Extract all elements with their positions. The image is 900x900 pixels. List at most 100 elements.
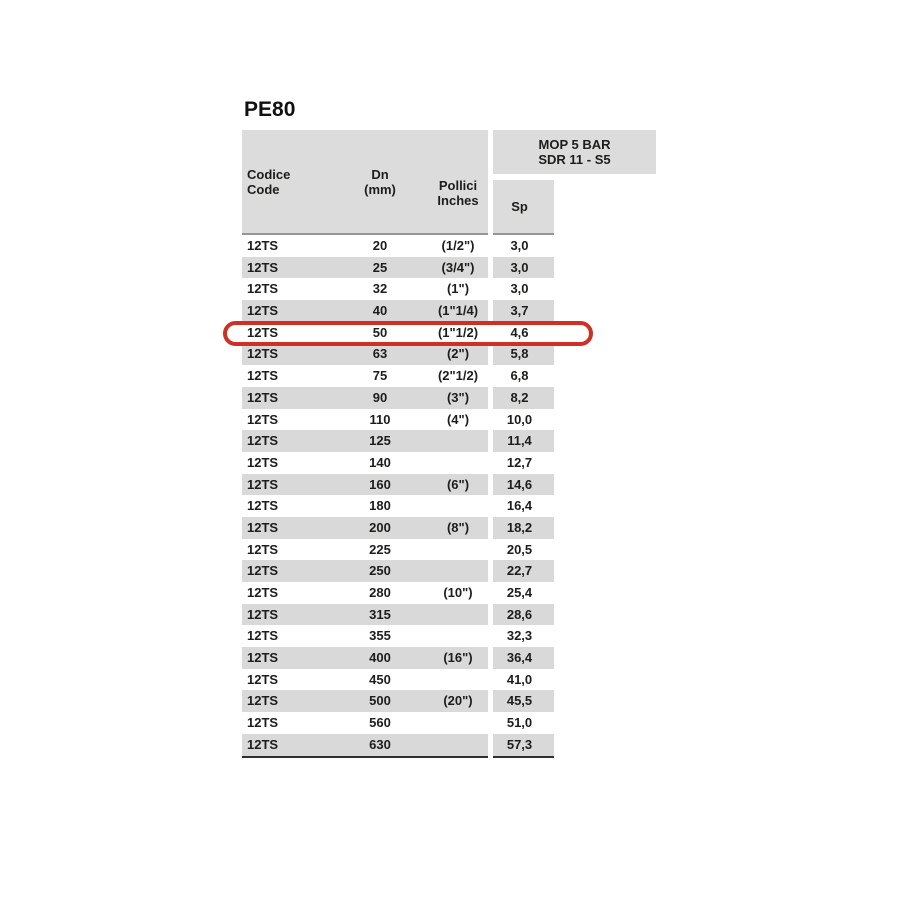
cell-code: 12TS [247,498,279,514]
cell-sp: 20,5 [506,541,533,557]
cell-dn: 560 [369,715,391,731]
cell-inches [428,625,488,647]
cell-inches [428,430,488,452]
cell-code: 12TS [247,346,279,362]
cell-sp: 5,8 [493,343,554,366]
table-row-highlighted: 12TS 50 (1"1/2) 4,6 [242,322,559,344]
cell-dn: 40 [372,303,388,319]
header-mop-line1: MOP 5 BAR [538,137,611,152]
row-left-group: 12TS 63 (2") [242,343,488,366]
table-row: 12TS 90 (3") 8,2 [242,386,559,409]
cell-code: 12TS [247,671,279,687]
row-left-group: 12TS 450 [242,669,488,691]
cell-sp: 25,4 [506,585,533,600]
cell-inches [428,669,488,691]
cell-dn: 500 [369,693,391,709]
cell-sp: 8,2 [493,386,554,409]
cell-code: 12TS [247,585,279,600]
column-header-inches: Pollici Inches [428,130,488,233]
row-left-group: 12TS 75 (2"1/2) [242,365,488,387]
cell-code: 12TS [247,563,279,579]
cell-code: 12TS [247,238,279,253]
cell-code: 12TS [247,693,279,709]
row-left-group: 12TS 110 (4") [242,409,488,431]
cell-dn: 75 [372,368,388,384]
table-row: 12TS 125 11,4 [242,430,559,452]
table-row: 12TS 500 (20") 45,5 [242,690,559,713]
cell-code: 12TS [247,259,279,275]
cell-sp: 36,4 [493,647,554,669]
cell-code: 12TS [247,736,279,752]
cell-code: 12TS [247,715,279,731]
cell-dn: 160 [369,476,391,492]
cell-dn: 400 [369,650,391,666]
cell-code: 12TS [247,281,279,297]
table-row: 12TS 450 41,0 [242,669,559,691]
cell-inches: (1"1/4) [437,303,479,319]
cell-sp: 14,6 [493,473,554,496]
table-row: 12TS 250 22,7 [242,560,559,582]
cell-inches: (3") [446,389,470,405]
cell-sp: 3,0 [510,238,529,253]
cell-sp: 11,4 [493,430,554,452]
cell-code: 12TS [247,519,279,535]
row-left-group: 12TS 225 [242,539,488,561]
table-row: 12TS 63 (2") 5,8 [242,343,559,366]
table-header-left: Codice Code Dn (mm) Pollici Inches [242,130,488,235]
table-row: 12TS 32 (1") 3,0 [242,278,559,300]
cell-sp: 28,6 [493,603,554,626]
cell-inches: (6") [446,476,470,492]
table-row: 12TS 20 (1/2") 3,0 [242,235,559,257]
row-left-group: 12TS 630 [242,733,488,756]
row-left-group: 12TS 140 [242,452,488,474]
column-header-code: Codice Code [242,130,332,233]
cell-inches: (16") [443,650,473,666]
cell-code: 12TS [247,454,279,470]
cell-sp: 12,7 [506,454,533,470]
table-row: 12TS 40 (1"1/4) 3,7 [242,300,559,322]
cell-dn: 180 [369,498,391,514]
cell-inches: (4") [446,411,470,427]
cell-sp: 10,0 [506,411,533,427]
cell-dn: 630 [369,736,391,752]
row-left-group: 12TS 500 (20") [242,690,488,713]
row-left-group: 12TS 280 (10") [242,582,488,604]
cell-sp: 3,7 [493,300,554,322]
cell-dn: 225 [369,541,391,557]
row-left-group: 12TS 32 (1") [242,278,488,300]
cell-dn: 20 [372,238,388,253]
header-code-line1: Codice [247,166,291,182]
cell-inches: (1/2") [441,238,475,253]
header-inches-line1: Pollici [438,178,478,193]
cell-sp: 57,3 [493,733,554,756]
header-dn-line1: Dn [371,166,389,182]
table-row: 12TS 225 20,5 [242,539,559,561]
header-dn-line2: (mm) [364,181,396,197]
cell-code: 12TS [247,411,279,427]
table-row: 12TS 110 (4") 10,0 [242,409,559,431]
table-row: 12TS 280 (10") 25,4 [242,582,559,604]
cell-inches: (8") [446,519,470,535]
table-row: 12TS 25 (3/4") 3,0 [242,256,559,279]
cell-dn: 32 [372,281,388,297]
cell-sp: 3,0 [493,256,554,279]
table-row: 12TS 355 32,3 [242,625,559,647]
cell-dn: 250 [369,563,391,579]
cell-dn: 90 [372,389,388,405]
cell-code: 12TS [247,650,279,666]
row-left-group: 12TS 180 [242,495,488,517]
table-body: 12TS 20 (1/2") 3,0 12TS 25 (3/4") 3,0 12TS 32 (1")… [242,235,559,756]
cell-inches: (1"1/2) [437,324,479,340]
row-left-group: 12TS 560 [242,712,488,734]
cell-inches: (3/4") [441,259,475,275]
header-inches-line2: Inches [437,193,479,208]
table-row: 12TS 140 12,7 [242,452,559,474]
cell-sp: 4,6 [510,324,529,340]
row-left-group: 12TS 125 [242,430,488,452]
cell-dn: 25 [372,259,388,275]
cell-inches [428,495,488,517]
cell-code: 12TS [247,606,279,622]
cell-code: 12TS [247,303,279,319]
row-left-group: 12TS 90 (3") [242,386,488,409]
cell-dn: 140 [369,454,391,470]
